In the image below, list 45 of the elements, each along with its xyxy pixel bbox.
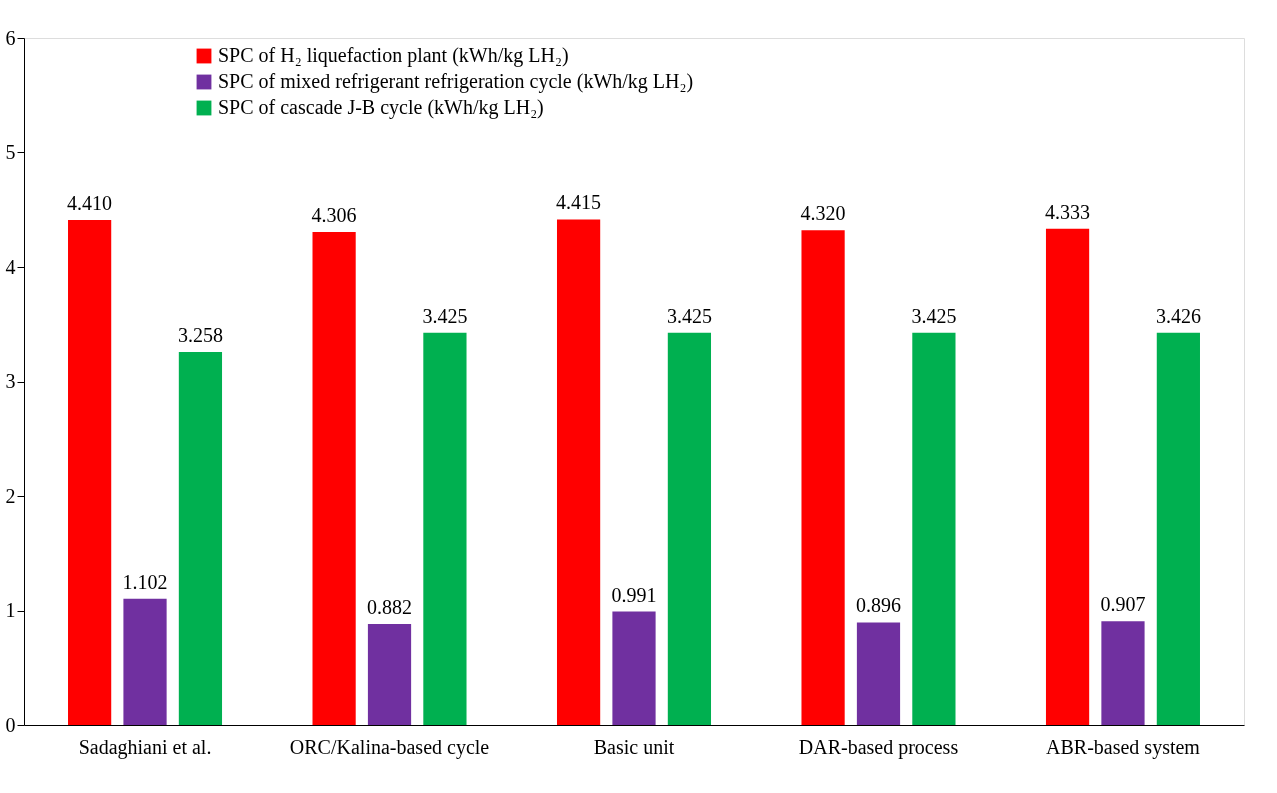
data-label: 3.425 [422,304,468,327]
bar [423,332,467,725]
x-tick-label: ABR-based system [1046,735,1201,759]
x-tick-label: Basic unit [593,735,675,758]
y-tick-label: 4 [5,255,16,278]
legend-label: SPC of mixed refrigerant refrigeration cycle (kWh/kg LH₂) [218,70,694,93]
x-tick-label: ORC/Kalina-based cycle [289,735,490,759]
data-label: 0.896 [855,594,901,617]
x-tick-label: DAR-based process [798,735,959,759]
bar [556,219,601,725]
bar [667,332,712,725]
data-label: 3.426 [1155,304,1201,327]
bar [801,230,845,725]
data-label: 4.320 [800,202,846,225]
bar [178,351,223,725]
bar [1101,621,1145,725]
data-label: 1.102 [122,570,168,593]
y-tick-label: 0 [5,713,16,736]
data-label: 4.410 [67,192,113,215]
bar [612,611,656,725]
data-label: 3.258 [177,323,223,346]
y-tick-label: 2 [5,484,16,507]
bar [1045,228,1090,725]
y-tick-label: 6 [5,26,16,49]
bar [856,622,901,725]
data-label: 0.991 [611,583,657,606]
y-tick-label: 3 [5,370,16,392]
bar [912,332,956,725]
y-tick-label: 5 [5,141,16,163]
data-label: 4.415 [556,191,602,214]
data-label: 3.425 [911,304,957,327]
bar [1156,332,1200,725]
y-tick-label: 1 [5,599,16,621]
data-label: 0.907 [1100,593,1146,616]
data-label: 4.306 [311,203,357,226]
bar [123,598,167,725]
legend-label: SPC of H₂ liquefaction plant (kWh/kg LH₂) [218,44,569,67]
legend-label: SPC of cascade J-B cycle (kWh/kg LH₂) [218,96,544,119]
data-label: 4.333 [1045,200,1091,223]
data-label: 0.882 [367,596,413,619]
bar [312,231,356,725]
bar [68,220,112,725]
bar [367,624,412,725]
data-label: 3.425 [666,304,712,327]
x-tick-label: Sadaghiani et al. [78,735,212,759]
